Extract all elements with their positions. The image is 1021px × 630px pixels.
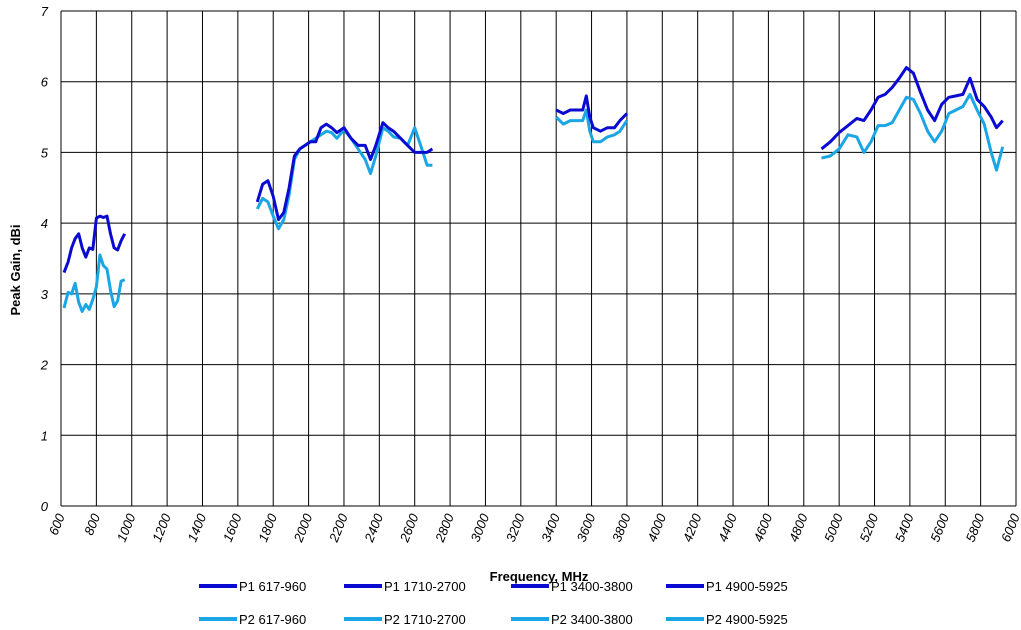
legend: P1 617-960 P1 1710-2700 P1 3400-3800 P1 490… (199, 579, 788, 627)
x-tick-label: 4600 (750, 511, 775, 544)
plot-lines (62, 66, 1005, 313)
y-tick-label: 1 (41, 428, 48, 443)
x-tick-label: 4400 (715, 511, 740, 544)
x-tick-label: 600 (46, 511, 68, 537)
x-tick-label: 800 (81, 511, 103, 537)
series-line (62, 253, 126, 313)
series-line (62, 214, 127, 274)
y-tick-label: 4 (41, 216, 48, 231)
series-line (555, 94, 628, 133)
x-tick-label: 1800 (255, 511, 280, 544)
y-tick-label: 6 (41, 75, 49, 90)
y-tick-label: 5 (41, 145, 49, 160)
x-tick-label: 3400 (538, 511, 563, 544)
legend-label: P2 617-960 (239, 612, 306, 627)
series-line (820, 66, 1004, 151)
legend-label: P2 1710-2700 (384, 612, 466, 627)
legend-label: P2 4900-5925 (706, 612, 788, 627)
series-line (555, 108, 629, 144)
series-line (821, 92, 1005, 172)
x-tick-label: 2600 (396, 511, 421, 545)
y-tick-label: 7 (41, 4, 49, 19)
series-line (255, 121, 434, 222)
legend-label: P2 3400-3800 (551, 612, 633, 627)
x-tick-label: 5400 (892, 511, 917, 544)
y-axis-ticks: 0 1 2 3 4 5 6 7 (40, 4, 49, 514)
x-tick-label: 5000 (821, 511, 846, 544)
x-tick-label: 2200 (326, 511, 351, 545)
x-tick-label: 6000 (998, 511, 1021, 544)
x-tick-label: 2800 (432, 511, 457, 545)
x-tick-label: 1000 (114, 511, 139, 544)
x-tick-label: 3800 (609, 511, 634, 544)
grid (60, 10, 1017, 507)
x-tick-label: 2000 (290, 511, 315, 545)
y-axis-label: Peak Gain, dBi (8, 224, 23, 315)
legend-label: P1 3400-3800 (551, 579, 633, 594)
x-tick-label: 3200 (503, 511, 528, 544)
x-tick-label: 4800 (786, 511, 811, 544)
x-tick-label: 4000 (644, 511, 669, 544)
x-tick-label: 2400 (361, 511, 386, 545)
y-tick-label: 2 (40, 358, 49, 373)
y-tick-label: 3 (41, 287, 49, 302)
x-tick-label: 5800 (963, 511, 988, 544)
x-tick-label: 4200 (680, 511, 705, 544)
x-tick-label: 3000 (467, 511, 492, 544)
x-tick-label: 1600 (220, 511, 245, 544)
x-axis-ticks: 600 800 1000 1200 1400 1600 1800 2000 2200 2400 26… (46, 511, 1021, 545)
legend-label: P1 617-960 (239, 579, 306, 594)
legend-label: P1 4900-5925 (706, 579, 788, 594)
x-axis-label: Frequency, MHz (490, 569, 589, 584)
x-tick-label: 5600 (927, 511, 952, 544)
y-tick-label: 0 (41, 499, 49, 514)
x-tick-label: 1400 (185, 511, 210, 544)
x-tick-label: 5200 (857, 511, 882, 544)
x-tick-label: 3600 (574, 511, 599, 544)
legend-label: P1 1710-2700 (384, 579, 466, 594)
x-tick-label: 1200 (149, 511, 174, 544)
